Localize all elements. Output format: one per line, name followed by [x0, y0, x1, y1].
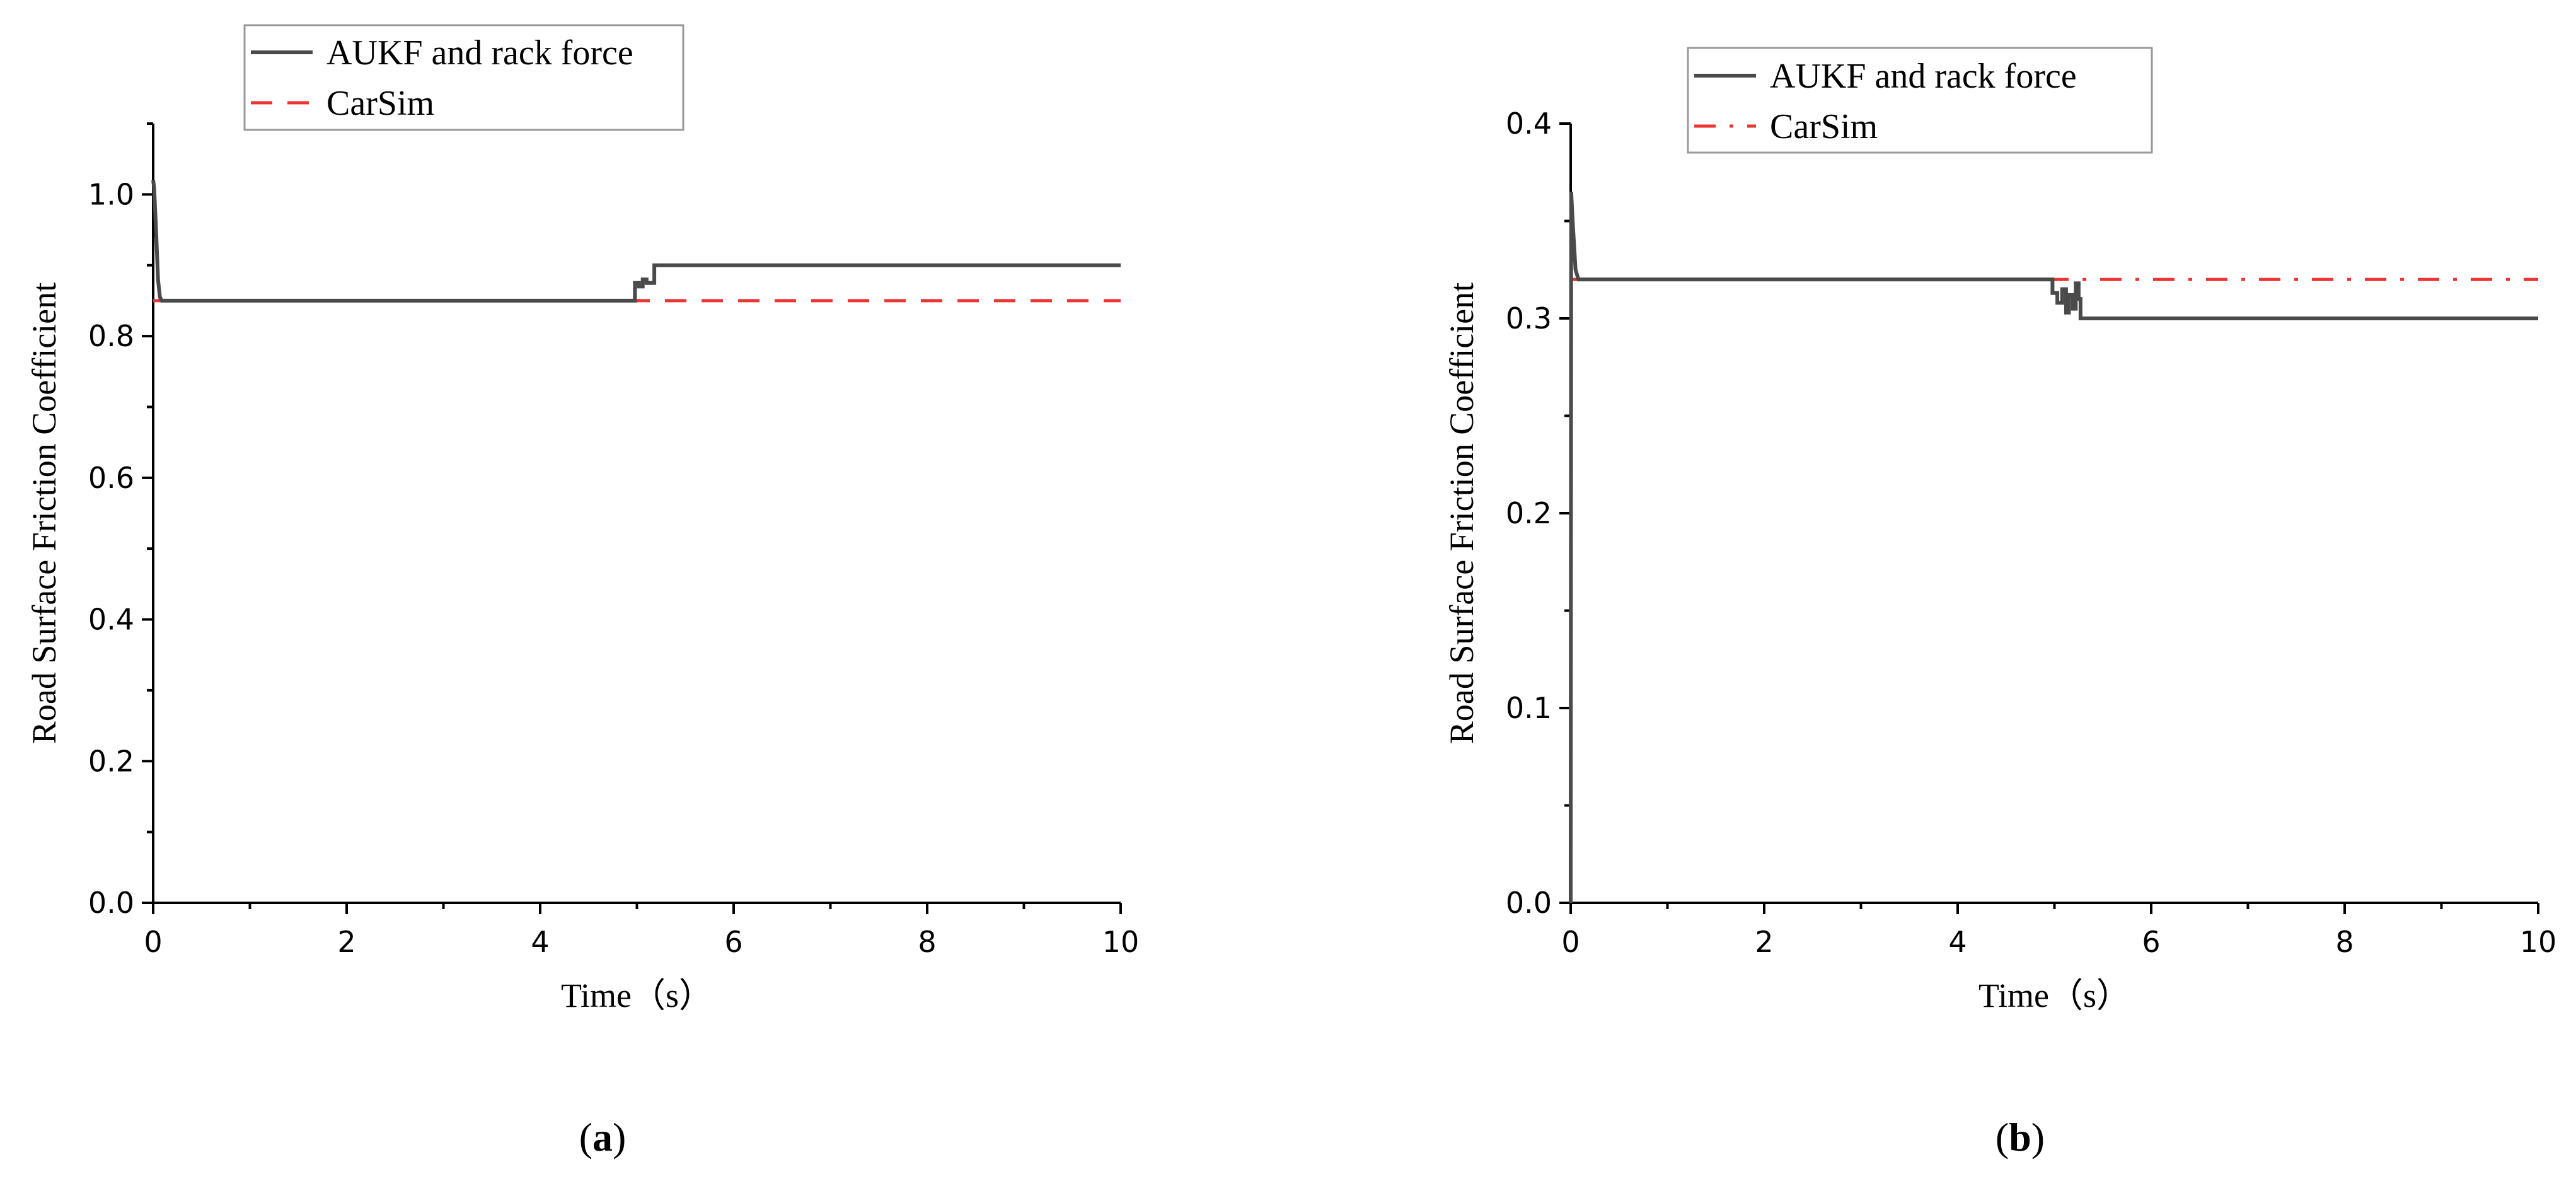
- x-axis-label: Time（s）: [1978, 977, 2130, 1014]
- series-line-aukf: [151, 180, 1121, 303]
- x-tick-label: 6: [724, 925, 742, 959]
- y-tick-label: 0.4: [88, 603, 134, 637]
- x-tick-label: 6: [2142, 925, 2160, 959]
- caption-close-paren: ): [2031, 1115, 2045, 1159]
- x-tick-label: 8: [2335, 925, 2354, 959]
- caption-open-paren: (: [579, 1115, 592, 1159]
- caption-close-paren: ): [613, 1115, 626, 1159]
- y-tick-label: 0.0: [1506, 886, 1552, 920]
- x-tick-label: 0: [1561, 925, 1580, 959]
- x-tick-label: 8: [918, 925, 936, 959]
- x-axis-label: Time（s）: [561, 977, 713, 1014]
- legend-box: [1687, 47, 2153, 154]
- y-tick-label: 1.0: [88, 177, 134, 211]
- x-tick-label: 10: [2520, 925, 2557, 959]
- caption-letter: b: [2009, 1115, 2031, 1159]
- y-tick-label: 0.0: [88, 886, 134, 920]
- panel-caption: (a): [579, 1115, 627, 1159]
- x-tick-label: 2: [337, 925, 355, 959]
- x-tick-label: 4: [1948, 925, 1967, 959]
- panel-caption: (b): [1996, 1115, 2045, 1159]
- caption-letter: a: [592, 1115, 613, 1159]
- y-tick-label: 0.3: [1506, 301, 1552, 335]
- y-tick-label: 0.8: [88, 319, 134, 353]
- legend-label-carsim: CarSim: [326, 84, 434, 123]
- chart-panel-a: 0 2 4 6 8 10 0.0 0.2 0.4 0.6 0.8 1.0 Time（s） Road Sur…: [25, 24, 1140, 1159]
- y-tick-label: 0.4: [1506, 107, 1552, 141]
- x-tick-label: 10: [1102, 925, 1140, 959]
- y-axis-label: Road Surface Friction Coefficient: [25, 282, 63, 744]
- x-tick-label: 4: [531, 925, 549, 959]
- y-tick-label: 0.2: [1506, 496, 1552, 530]
- y-axis-label: Road Surface Friction Coefficient: [1443, 282, 1481, 744]
- legend-label-aukf: AUKF and rack force: [1770, 57, 2077, 96]
- y-tick-label: 0.1: [1506, 691, 1552, 725]
- x-tick-label: 0: [144, 925, 162, 959]
- x-tick-label: 2: [1755, 925, 1773, 959]
- y-tick-label: 0.6: [88, 461, 134, 495]
- caption-open-paren: (: [1996, 1115, 2009, 1159]
- y-tick-label: 0.2: [88, 744, 134, 778]
- series-line-aukf: [1569, 192, 2538, 903]
- legend-box: [243, 24, 684, 131]
- legend-label-carsim: CarSim: [1770, 107, 1878, 146]
- chart-panel-b: 0 2 4 6 8 10 0.0 0.1 0.2 0.3 0.4 Time（s） Road Surfac…: [1443, 47, 2557, 1159]
- legend-label-aukf: AUKF and rack force: [326, 33, 633, 73]
